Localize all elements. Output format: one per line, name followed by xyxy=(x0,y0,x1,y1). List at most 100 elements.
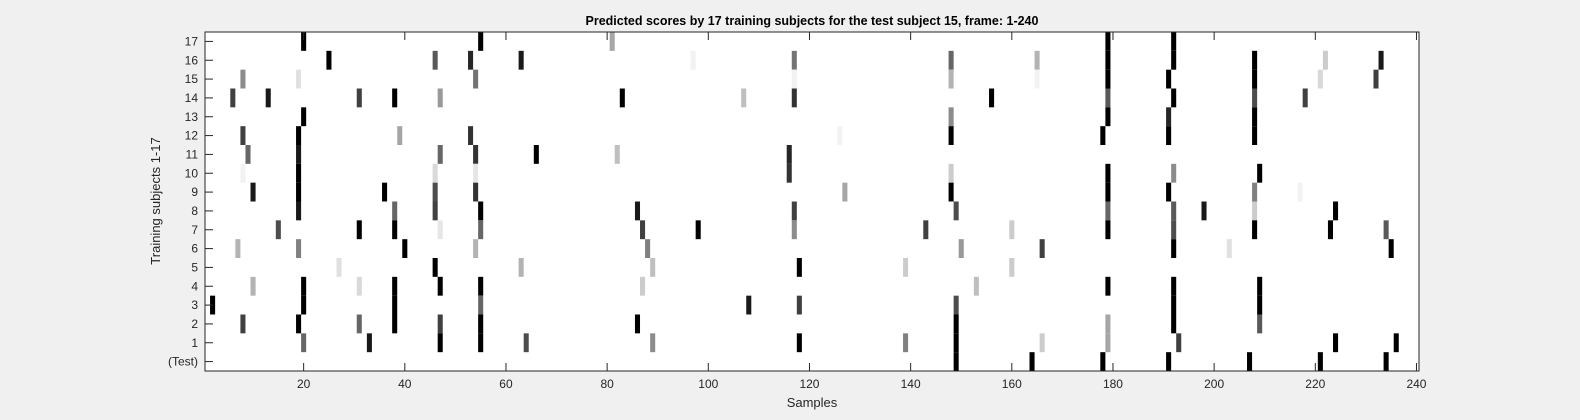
heatmap-cell xyxy=(903,258,909,277)
heatmap-cell xyxy=(468,126,474,145)
heatmap-cell xyxy=(791,69,797,89)
y-tick-label: 3 xyxy=(191,298,198,312)
heatmap-cell xyxy=(1201,201,1207,221)
heatmap-cell xyxy=(296,182,302,202)
heatmap-cell xyxy=(1176,333,1182,353)
heatmap-cell xyxy=(1252,50,1258,70)
heatmap-cell xyxy=(301,333,307,353)
heatmap-cell xyxy=(432,258,438,277)
x-tick-label: 180 xyxy=(1103,377,1123,391)
heatmap-cell xyxy=(1257,276,1263,296)
heatmap-cell xyxy=(1327,220,1334,240)
heatmap-cell xyxy=(356,88,362,108)
heatmap-cell xyxy=(336,258,342,277)
heatmap-cell xyxy=(473,69,479,89)
heatmap-cell xyxy=(1171,295,1177,315)
heatmap-cell xyxy=(1317,352,1323,371)
heatmap-cell xyxy=(1166,126,1172,145)
heatmap-cell xyxy=(366,333,372,353)
heatmap-cell xyxy=(250,276,256,296)
heatmap-cell xyxy=(296,201,302,221)
heatmap-cell xyxy=(1393,333,1399,353)
y-tick-label: (Test) xyxy=(168,355,198,369)
heatmap-cell xyxy=(245,145,251,164)
heatmap-cell xyxy=(1009,220,1015,240)
heatmap-cell xyxy=(791,220,797,240)
heatmap-cell xyxy=(796,333,802,353)
heatmap-cell xyxy=(432,201,438,221)
y-tick-label: 17 xyxy=(185,34,199,48)
heatmap-cell xyxy=(432,50,438,70)
heatmap-cell xyxy=(614,145,620,164)
x-axis-label: Samples xyxy=(787,395,838,410)
y-tick-label: 5 xyxy=(191,260,198,274)
heatmap-cell xyxy=(1166,182,1172,202)
heatmap-cell xyxy=(392,201,398,221)
heatmap-cell xyxy=(791,88,797,108)
heatmap-cell xyxy=(690,50,696,70)
heatmap-cell xyxy=(842,182,848,202)
y-tick-label: 15 xyxy=(185,72,199,86)
heatmap-cell xyxy=(645,239,651,258)
heatmap-cell xyxy=(432,182,438,202)
heatmap-cell xyxy=(796,295,802,315)
heatmap-cell xyxy=(296,163,302,183)
heatmap-cell xyxy=(1100,352,1106,371)
heatmap-cell xyxy=(1378,50,1384,70)
y-tick-label: 8 xyxy=(191,204,198,218)
heatmap-cell xyxy=(478,333,484,353)
heatmap-cell xyxy=(619,88,625,108)
y-tick-label: 11 xyxy=(186,147,199,161)
heatmap-cell xyxy=(478,220,484,240)
heatmap-cell xyxy=(953,314,959,334)
heatmap-cell xyxy=(432,163,438,183)
heatmap-cell xyxy=(953,333,959,353)
y-tick-label: 12 xyxy=(185,129,199,143)
heatmap-cell xyxy=(1105,220,1111,240)
heatmap-cell xyxy=(478,314,484,334)
heatmap-cell xyxy=(791,50,797,70)
y-tick-label: 2 xyxy=(191,317,198,331)
heatmap-cell xyxy=(235,239,241,258)
heatmap-cell xyxy=(1105,276,1111,296)
heatmap-cell xyxy=(1166,69,1172,89)
y-tick-label: 9 xyxy=(191,185,198,199)
chart-title: Predicted scores by 17 training subjects… xyxy=(586,14,1039,28)
heatmap-cell xyxy=(1257,295,1263,315)
heatmap-cell xyxy=(1297,182,1303,202)
heatmap-cell xyxy=(301,107,307,127)
heatmap-cell xyxy=(1226,239,1232,258)
heatmap-cell xyxy=(478,295,484,315)
heatmap-cell xyxy=(392,314,398,334)
heatmap-cell xyxy=(437,333,443,353)
heatmap-cell xyxy=(1317,69,1323,89)
x-tick-label: 80 xyxy=(600,377,614,391)
y-tick-label: 16 xyxy=(185,53,199,67)
heatmap-cell xyxy=(1105,32,1111,51)
heatmap-cell xyxy=(923,220,929,240)
x-tick-label: 220 xyxy=(1305,377,1325,391)
heatmap-cell xyxy=(473,182,479,202)
x-axis: 20 40 60 80 100 120 140 160 180 200 220 240 xyxy=(297,32,1427,391)
heatmap-cell xyxy=(1166,352,1172,371)
heatmap-cell xyxy=(650,258,656,277)
heatmap-cell xyxy=(1257,163,1263,183)
heatmap-cell xyxy=(301,32,307,51)
heatmap-cell xyxy=(230,88,236,108)
x-tick-label: 200 xyxy=(1204,377,1224,391)
x-tick-label: 120 xyxy=(799,377,819,391)
heatmap-cell xyxy=(1252,107,1258,127)
heatmap-cell xyxy=(1171,163,1177,183)
plot-area xyxy=(205,32,1419,371)
heatmap-cell xyxy=(468,50,474,70)
heatmap-cell xyxy=(1100,126,1106,145)
heatmap-cell xyxy=(301,276,307,296)
heatmap-cell xyxy=(1252,126,1258,145)
heatmap-cell xyxy=(301,295,307,315)
y-axis-label: Training subjects 1-17 xyxy=(148,137,163,264)
heatmap-cell xyxy=(392,295,398,315)
heatmap-cell xyxy=(1333,201,1339,221)
heatmap-cell xyxy=(1171,314,1177,334)
heatmap-cell xyxy=(948,182,954,202)
